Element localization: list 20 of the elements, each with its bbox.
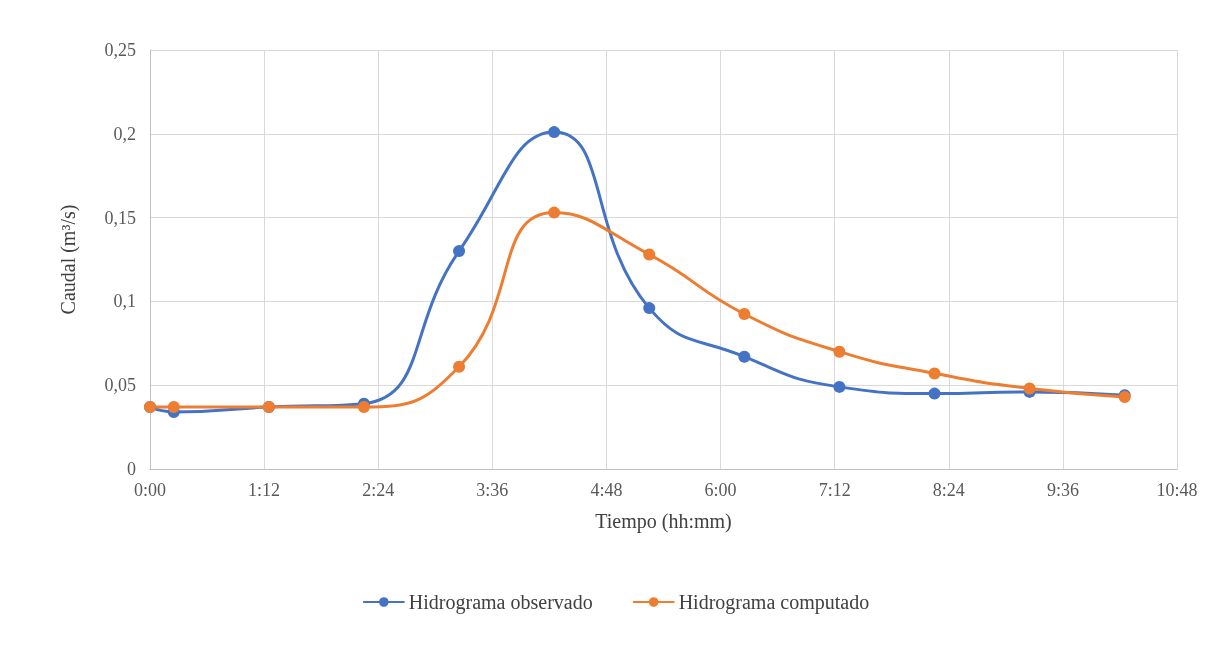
y-tick-label: 0,25	[104, 40, 136, 60]
x-tick-label: 8:24	[932, 480, 965, 500]
y-axis-title: Caudal (m³/s)	[57, 204, 80, 315]
legend-label: Hidrograma computado	[678, 591, 870, 614]
x-tick-label: 6:00	[704, 480, 737, 500]
x-tick-label: 3:36	[476, 480, 509, 500]
y-tick-label: 0,15	[104, 207, 136, 228]
y-tick-label: 0,1	[113, 291, 136, 312]
y-tick-label: 0	[127, 459, 136, 479]
x-tick-label: 9:36	[1046, 480, 1079, 500]
x-tick-label: 1:12	[248, 480, 281, 500]
y-tick-label: 0,2	[113, 123, 136, 144]
x-axis-title: Tiempo (hh:mm)	[595, 510, 732, 533]
x-tick-label: 10:48	[1156, 480, 1198, 500]
x-tick-label: 2:24	[362, 480, 395, 500]
x-tick-label: 0:00	[133, 480, 167, 500]
x-tick-label: 7:12	[818, 480, 851, 500]
legend-label: Hidrograma observado	[408, 591, 593, 614]
x-tick-label: 4:48	[590, 480, 623, 500]
y-tick-label: 0,05	[104, 375, 136, 396]
